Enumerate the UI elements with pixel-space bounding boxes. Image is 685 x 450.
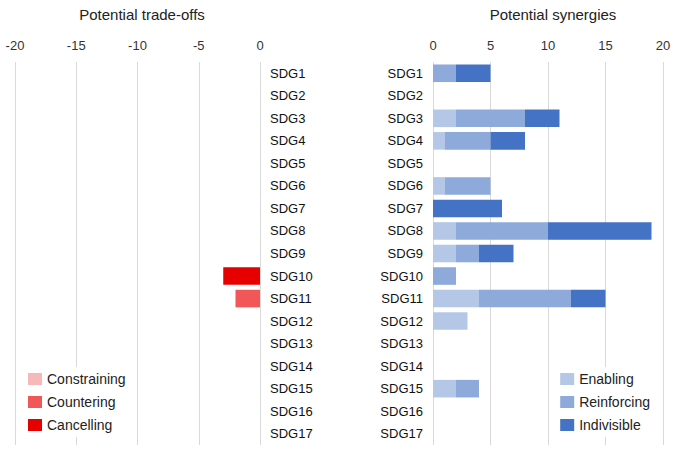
svg-text:SDG3: SDG3 bbox=[270, 111, 305, 126]
svg-text:Cancelling: Cancelling bbox=[47, 417, 112, 433]
svg-text:5: 5 bbox=[487, 38, 494, 53]
svg-text:SDG16: SDG16 bbox=[380, 404, 423, 419]
svg-text:Constraining: Constraining bbox=[47, 371, 126, 387]
svg-text:SDG7: SDG7 bbox=[270, 201, 305, 216]
svg-text:Reinforcing: Reinforcing bbox=[579, 394, 650, 410]
svg-text:SDG1: SDG1 bbox=[388, 66, 423, 81]
svg-text:SDG5: SDG5 bbox=[388, 156, 423, 171]
svg-text:SDG12: SDG12 bbox=[380, 314, 423, 329]
svg-text:SDG12: SDG12 bbox=[270, 314, 313, 329]
svg-text:SDG10: SDG10 bbox=[380, 269, 423, 284]
svg-text:SDG14: SDG14 bbox=[380, 359, 423, 374]
svg-text:SDG4: SDG4 bbox=[270, 133, 305, 148]
svg-text:SDG10: SDG10 bbox=[270, 269, 313, 284]
svg-text:SDG6: SDG6 bbox=[388, 178, 423, 193]
svg-text:SDG2: SDG2 bbox=[388, 88, 423, 103]
svg-text:SDG9: SDG9 bbox=[388, 246, 423, 261]
svg-text:Potential synergies: Potential synergies bbox=[490, 6, 617, 23]
svg-text:0: 0 bbox=[256, 38, 263, 53]
svg-text:SDG15: SDG15 bbox=[380, 381, 423, 396]
svg-text:SDG2: SDG2 bbox=[270, 88, 305, 103]
svg-text:SDG17: SDG17 bbox=[380, 426, 423, 441]
svg-text:-20: -20 bbox=[6, 38, 25, 53]
svg-text:SDG3: SDG3 bbox=[388, 111, 423, 126]
svg-text:-10: -10 bbox=[128, 38, 147, 53]
svg-text:SDG13: SDG13 bbox=[270, 336, 313, 351]
svg-text:20: 20 bbox=[656, 38, 670, 53]
svg-text:SDG4: SDG4 bbox=[388, 133, 423, 148]
svg-text:SDG16: SDG16 bbox=[270, 404, 313, 419]
svg-text:Potential trade-offs: Potential trade-offs bbox=[79, 6, 205, 23]
svg-text:SDG11: SDG11 bbox=[270, 291, 312, 306]
svg-text:SDG13: SDG13 bbox=[380, 336, 423, 351]
svg-text:SDG9: SDG9 bbox=[270, 246, 305, 261]
svg-text:SDG11: SDG11 bbox=[381, 291, 423, 306]
svg-text:10: 10 bbox=[541, 38, 555, 53]
svg-text:-5: -5 bbox=[193, 38, 205, 53]
svg-text:SDG17: SDG17 bbox=[270, 426, 313, 441]
svg-text:15: 15 bbox=[598, 38, 612, 53]
svg-text:SDG8: SDG8 bbox=[388, 223, 423, 238]
svg-text:SDG15: SDG15 bbox=[270, 381, 313, 396]
svg-text:Enabling: Enabling bbox=[579, 371, 634, 387]
svg-text:SDG14: SDG14 bbox=[270, 359, 313, 374]
svg-text:SDG1: SDG1 bbox=[270, 66, 305, 81]
svg-text:-15: -15 bbox=[67, 38, 86, 53]
svg-text:SDG6: SDG6 bbox=[270, 178, 305, 193]
svg-text:SDG8: SDG8 bbox=[270, 223, 305, 238]
svg-text:0: 0 bbox=[429, 38, 436, 53]
svg-text:SDG5: SDG5 bbox=[270, 156, 305, 171]
svg-text:Countering: Countering bbox=[47, 394, 116, 410]
svg-text:SDG7: SDG7 bbox=[388, 201, 423, 216]
svg-text:Indivisible: Indivisible bbox=[579, 417, 641, 433]
